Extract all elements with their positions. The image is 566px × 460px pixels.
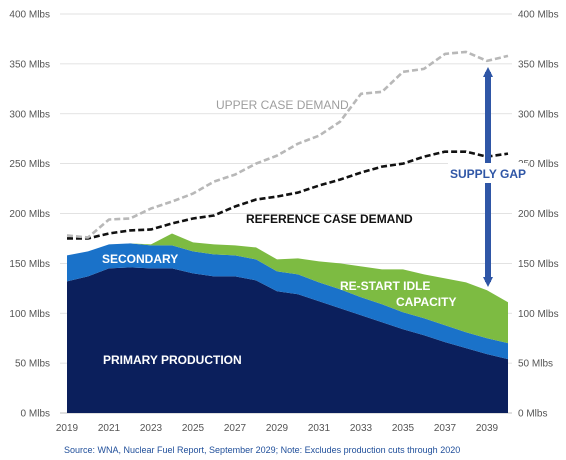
axis-ticks: 0 Mlbs 0 Mlbs 50 Mlbs 50 Mlbs 100 Mlbs 100 Ml…	[9, 10, 558, 435]
y-tick-label-right: 200 Mlbs	[518, 209, 559, 220]
x-tick-label: 2025	[182, 423, 205, 434]
x-tick-label: 2019	[56, 423, 79, 434]
supply-gap-label: SUPPLY GAP	[450, 167, 526, 181]
y-tick-label-right: 250 Mlbs	[518, 159, 559, 170]
series-label-upper-case-demand: UPPER CASE DEMAND	[216, 98, 349, 112]
x-tick-label: 2023	[140, 423, 163, 434]
y-tick-label-right: 350 Mlbs	[518, 59, 559, 70]
stacked-areas	[67, 233, 508, 413]
series-label-restart-line1: RE-START IDLE	[340, 279, 430, 293]
area-primary-production	[67, 267, 508, 413]
source-note: Source: WNA, Nuclear Fuel Report, Septem…	[64, 445, 461, 455]
area-secondary	[67, 243, 508, 360]
area-re-start-idle-capacity	[67, 233, 508, 344]
series-label-primary-production: PRIMARY PRODUCTION	[103, 353, 242, 367]
y-tick-label-left: 0 Mlbs	[21, 409, 50, 420]
y-tick-label-left: 400 Mlbs	[9, 10, 50, 21]
series-label-reference-case-demand: REFERENCE CASE DEMAND	[246, 212, 413, 226]
demand-lines	[66, 50, 509, 240]
y-tick-label-left: 50 Mlbs	[15, 359, 50, 370]
y-tick-label-right: 400 Mlbs	[518, 10, 559, 21]
y-tick-label-left: 150 Mlbs	[9, 259, 50, 270]
series-label-secondary: SECONDARY	[102, 252, 178, 266]
y-tick-label-left: 200 Mlbs	[9, 209, 50, 220]
y-tick-label-right: 150 Mlbs	[518, 259, 559, 270]
series-label-restart-line2: CAPACITY	[396, 295, 456, 309]
x-tick-label: 2037	[434, 423, 457, 434]
x-tick-label: 2033	[350, 423, 373, 434]
x-tick-label: 2027	[224, 423, 247, 434]
supply-gap-label-bg	[448, 163, 528, 183]
y-tick-label-left: 100 Mlbs	[9, 309, 50, 320]
x-tick-label: 2039	[476, 423, 499, 434]
y-tick-label-left: 350 Mlbs	[9, 59, 50, 70]
line-reference-case-demand	[67, 150, 509, 240]
y-tick-label-right: 0 Mlbs	[518, 409, 547, 420]
line-upper-case-demand	[66, 50, 509, 239]
y-tick-label-right: 100 Mlbs	[518, 309, 559, 320]
y-tick-label-left: 300 Mlbs	[9, 109, 50, 120]
y-tick-label-left: 250 Mlbs	[9, 159, 50, 170]
y-tick-label-right: 50 Mlbs	[518, 359, 553, 370]
y-tick-label-right: 300 Mlbs	[518, 109, 559, 120]
x-tick-label: 2031	[308, 423, 331, 434]
x-tick-label: 2035	[392, 423, 415, 434]
x-tick-label: 2029	[266, 423, 289, 434]
x-tick-label: 2021	[98, 423, 121, 434]
